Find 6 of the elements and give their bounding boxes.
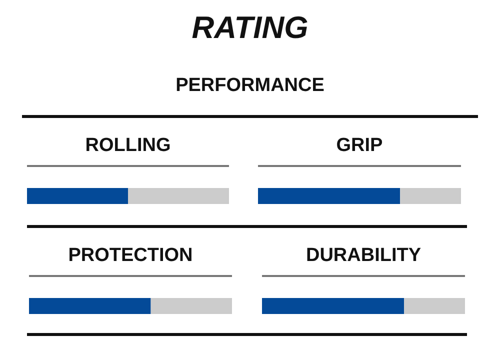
chart-title: ROLLING xyxy=(85,135,171,156)
chart-title: PROTECTION xyxy=(68,245,193,266)
chart-title: DURABILITY xyxy=(306,245,422,266)
chart-title: GRIP xyxy=(336,135,384,156)
text: PERFORMANCE xyxy=(174,74,326,98)
text: RATING xyxy=(190,10,310,46)
